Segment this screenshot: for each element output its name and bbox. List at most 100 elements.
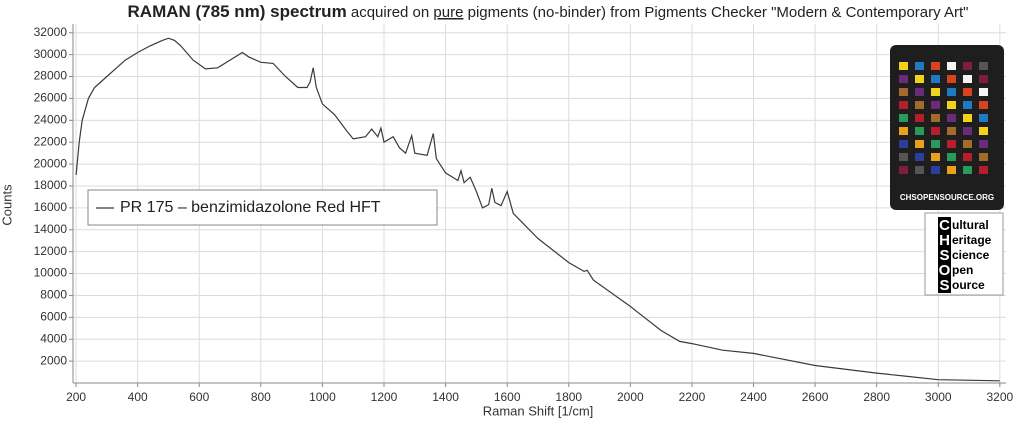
card-swatch <box>899 127 908 135</box>
card-swatch <box>915 114 924 122</box>
y-tick-label: 4000 <box>40 331 67 345</box>
x-tick-label: 1800 <box>555 390 582 404</box>
card-swatch <box>963 62 972 70</box>
logo-letter: C <box>939 217 950 234</box>
x-tick-label: 1200 <box>371 390 398 404</box>
logo-word: ultural <box>952 218 989 232</box>
x-tick-label: 3200 <box>986 390 1013 404</box>
logo-letter: O <box>939 262 951 279</box>
card-swatch <box>899 140 908 148</box>
x-tick-label: 2800 <box>863 390 890 404</box>
card-swatch <box>947 166 956 174</box>
y-tick-label: 18000 <box>34 178 68 192</box>
card-swatch <box>931 62 940 70</box>
card-swatch <box>931 114 940 122</box>
y-tick-label: 12000 <box>34 244 68 258</box>
x-tick-label: 1000 <box>309 390 336 404</box>
card-swatch <box>915 101 924 109</box>
x-tick-label: 200 <box>66 390 86 404</box>
card-swatch <box>947 140 956 148</box>
card-swatch <box>963 140 972 148</box>
title-text: pigments (no-binder) from Pigments Check… <box>463 4 968 21</box>
card-swatch <box>979 127 988 135</box>
x-tick-label: 1600 <box>494 390 521 404</box>
card-swatch <box>931 75 940 83</box>
series-line <box>75 37 1000 382</box>
card-swatch <box>931 101 940 109</box>
y-tick-label: 28000 <box>34 69 68 83</box>
y-tick-label: 14000 <box>34 222 68 236</box>
card-swatch <box>915 62 924 70</box>
card-swatch <box>979 114 988 122</box>
title-bold: RAMAN (785 nm) spectrum <box>128 2 347 21</box>
card-swatch <box>899 101 908 109</box>
card-swatch <box>963 75 972 83</box>
card-swatch <box>963 127 972 135</box>
logo-word: eritage <box>952 233 992 247</box>
card-swatch <box>899 153 908 161</box>
card-swatch <box>947 114 956 122</box>
y-tick-label: 20000 <box>34 156 68 170</box>
card-swatch <box>947 62 956 70</box>
x-tick-label: 2200 <box>679 390 706 404</box>
y-tick-label: 6000 <box>40 310 67 324</box>
logo-letter: H <box>939 232 950 249</box>
card-swatch <box>931 166 940 174</box>
card-swatch <box>963 101 972 109</box>
x-tick-label: 2000 <box>617 390 644 404</box>
y-tick-label: 2000 <box>40 353 67 367</box>
y-tick-label: 24000 <box>34 112 68 126</box>
card-swatch <box>947 153 956 161</box>
card-swatch <box>931 88 940 96</box>
x-tick-label: 800 <box>251 390 271 404</box>
card-swatch <box>915 166 924 174</box>
chart-title: RAMAN (785 nm) spectrum acquired on pure… <box>128 2 969 21</box>
card-swatch <box>947 88 956 96</box>
card-swatch <box>915 88 924 96</box>
x-tick-label: 400 <box>128 390 148 404</box>
card-swatch <box>979 62 988 70</box>
logo-letter: S <box>939 277 949 294</box>
x-tick-label: 1400 <box>432 390 459 404</box>
y-tick-label: 10000 <box>34 266 68 280</box>
x-tick-label: 3000 <box>925 390 952 404</box>
card-swatch <box>931 127 940 135</box>
card-swatch <box>947 75 956 83</box>
card-swatch <box>963 114 972 122</box>
x-axis-label: Raman Shift [1/cm] <box>483 403 594 418</box>
card-swatch <box>899 75 908 83</box>
card-swatch <box>915 140 924 148</box>
card-swatch <box>963 166 972 174</box>
logo-word: cience <box>952 248 990 262</box>
y-tick-label: 8000 <box>40 288 67 302</box>
card-swatch <box>979 88 988 96</box>
card-swatch <box>899 88 908 96</box>
card-swatch <box>915 127 924 135</box>
y-axis-label: Counts <box>0 184 14 226</box>
card-swatch <box>931 140 940 148</box>
card-swatch <box>963 153 972 161</box>
card-swatch <box>931 153 940 161</box>
card-swatch <box>947 127 956 135</box>
card-swatch <box>899 62 908 70</box>
logo-word: pen <box>952 263 973 277</box>
card-swatch <box>947 101 956 109</box>
x-tick-label: 2600 <box>802 390 829 404</box>
title-text: acquired on <box>347 4 434 21</box>
y-tick-label: 16000 <box>34 200 68 214</box>
title-underlined: pure <box>433 4 463 21</box>
legend-box <box>87 189 438 226</box>
card-swatch <box>979 166 988 174</box>
x-tick-label: 600 <box>189 390 209 404</box>
card-swatch <box>915 153 924 161</box>
y-tick-label: 26000 <box>34 91 68 105</box>
pigment-card: CHSOPENSOURCE.ORG <box>890 45 1004 210</box>
logo-bar <box>938 217 951 293</box>
x-tick-label: 2400 <box>740 390 767 404</box>
card-swatch <box>915 75 924 83</box>
card-swatch <box>963 88 972 96</box>
y-tick-label: 22000 <box>34 134 68 148</box>
logo-letter: S <box>939 247 949 264</box>
